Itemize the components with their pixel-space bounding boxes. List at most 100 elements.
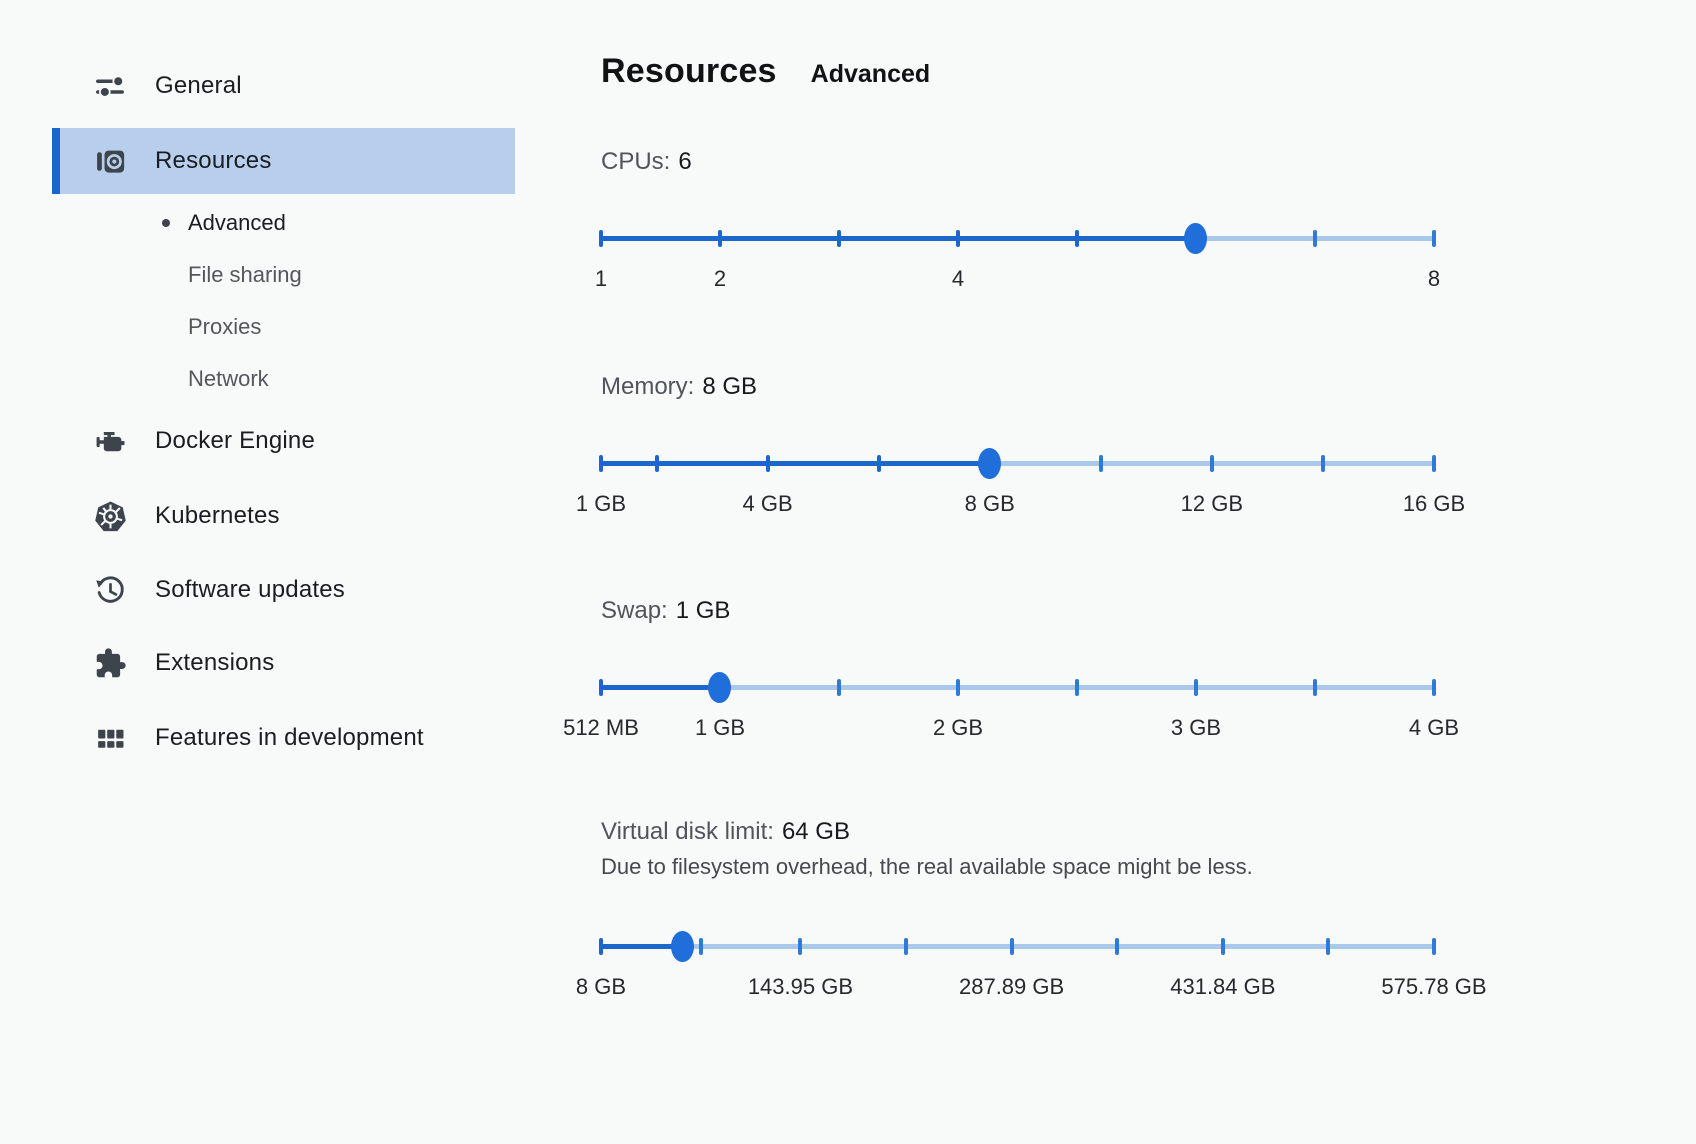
memory-section: Memory: 8 GB 1 GB 4 GB 8 GB 12 GB 16 GB <box>576 373 1501 533</box>
cpus-tick-label: 2 <box>713 266 727 291</box>
cpus-track-fill <box>601 236 1196 241</box>
virtual-disk-limit-tick <box>1326 938 1331 955</box>
memory-slider[interactable] <box>599 447 1436 481</box>
virtual-disk-limit-tick <box>1220 938 1225 955</box>
memory-tick-label: 16 GB <box>1402 491 1466 516</box>
cpus-slider[interactable] <box>599 222 1436 256</box>
memory-label-text: Memory: <box>601 373 695 400</box>
swap-slider[interactable] <box>599 671 1436 705</box>
virtual-disk-limit-tick-label: 575.78 GB <box>1381 974 1487 999</box>
memory-tick-label: 12 GB <box>1180 491 1244 516</box>
swap-track[interactable] <box>601 685 1434 690</box>
cpus-label-text: CPUs: <box>601 148 671 175</box>
cpus-tick <box>956 230 961 247</box>
memory-tick <box>1320 455 1325 472</box>
sidebar-item-label: Extensions <box>155 649 275 676</box>
sidebar-item-label: Docker Engine <box>155 427 316 454</box>
virtual-disk-limit-tick-labels: 8 GB 143.95 GB 287.89 GB 431.84 GB 575.78 GB <box>576 974 1487 1002</box>
swap-tick-labels: 512 MB 1 GB 2 GB 3 GB 4 GB <box>563 715 1459 743</box>
sidebar-subitem-label: Advanced <box>188 210 286 235</box>
virtual-disk-limit-tick-label: 8 GB <box>575 974 627 999</box>
memory-tick <box>1432 455 1436 472</box>
sidebar-item-features-in-development[interactable]: Features in development <box>52 707 515 769</box>
cpus-section: CPUs: 6 1 2 4 8 <box>595 148 1501 308</box>
sidebar-item-label: Resources <box>155 147 272 174</box>
virtual-disk-limit-slider[interactable] <box>599 930 1436 964</box>
cpus-tick-labels: 1 2 4 8 <box>595 266 1440 294</box>
virtual-disk-limit-label-text: Virtual disk limit: <box>601 818 774 845</box>
memory-tick-labels: 1 GB 4 GB 8 GB 12 GB 16 GB <box>576 491 1465 519</box>
memory-tick-label: 1 GB <box>575 491 627 516</box>
virtual-disk-limit-tick-label: 431.84 GB <box>1170 974 1276 999</box>
swap-tick <box>956 679 961 696</box>
virtual-disk-limit-thumb[interactable] <box>671 931 695 962</box>
swap-label-text: Swap: <box>601 597 668 624</box>
virtual-disk-limit-track[interactable] <box>601 944 1434 949</box>
sidebar-subitem-label: File sharing <box>188 262 302 287</box>
sidebar-subitem-file-sharing[interactable]: File sharing <box>52 258 515 292</box>
swap-tick <box>1432 679 1436 696</box>
memory-tick <box>765 455 770 472</box>
sidebar-subitem-advanced[interactable]: Advanced <box>52 206 515 240</box>
cpus-label: CPUs: 6 <box>601 148 692 176</box>
virtual-disk-limit-tick <box>599 938 603 955</box>
memory-label: Memory: 8 GB <box>601 373 757 401</box>
cpus-tick-label: 8 <box>1427 266 1441 291</box>
sidebar-item-software-updates[interactable]: Software updates <box>52 559 515 621</box>
sidebar-item-label: Kubernetes <box>155 502 280 529</box>
virtual-disk-limit-tick <box>798 938 803 955</box>
memory-track-fill <box>601 461 990 466</box>
cpus-tick <box>599 230 603 247</box>
swap-tick <box>836 679 841 696</box>
resources-icon <box>94 145 127 178</box>
puzzle-icon <box>94 647 127 680</box>
swap-tick-label: 512 MB <box>563 715 639 740</box>
active-bullet-icon <box>162 219 170 227</box>
memory-track[interactable] <box>601 461 1434 466</box>
memory-tick <box>876 455 881 472</box>
virtual-disk-limit-tick-label: 287.89 GB <box>958 974 1065 999</box>
cpus-thumb[interactable] <box>1184 223 1207 254</box>
memory-value: 8 GB <box>702 373 758 400</box>
swap-section: Swap: 1 GB 512 MB 1 GB 2 GB 3 GB 4 GB <box>563 597 1501 757</box>
virtual-disk-limit-tick <box>1432 938 1436 955</box>
memory-tick <box>599 455 603 472</box>
virtual-disk-limit-tick <box>904 938 909 955</box>
cpus-tick <box>1074 230 1079 247</box>
memory-tick-label: 4 GB <box>742 491 793 516</box>
history-icon <box>94 574 127 607</box>
kubernetes-icon <box>94 500 127 533</box>
swap-thumb[interactable] <box>708 672 732 703</box>
memory-tick <box>1209 455 1214 472</box>
engine-icon <box>94 425 127 458</box>
virtual-disk-limit-note: Due to filesystem overhead, the real ava… <box>601 854 1253 879</box>
virtual-disk-limit-tick <box>1115 938 1120 955</box>
swap-tick <box>1194 679 1198 696</box>
sidebar-subitem-proxies[interactable]: Proxies <box>52 310 515 344</box>
resources-advanced-panel: Resources Advanced CPUs: 6 1 2 4 8 Memory: 8 … <box>563 0 1601 1144</box>
cpus-tick <box>836 230 841 247</box>
virtual-disk-limit-tick-label: 143.95 GB <box>747 974 853 999</box>
settings-sidebar: General Resources Advanced File sharing … <box>0 0 540 1144</box>
swap-track-fill <box>601 685 721 690</box>
sidebar-item-kubernetes[interactable]: Kubernetes <box>52 485 515 547</box>
virtual-disk-limit-tick <box>698 938 703 955</box>
cpus-tick <box>1312 230 1317 247</box>
virtual-disk-limit-section: Virtual disk limit: 64 GB Due to filesyst… <box>576 818 1501 1018</box>
sidebar-item-resources[interactable]: Resources <box>52 128 515 194</box>
sidebar-subitem-label: Network <box>188 366 269 391</box>
sidebar-subitem-network[interactable]: Network <box>52 362 515 396</box>
sidebar-item-extensions[interactable]: Extensions <box>52 632 515 694</box>
memory-thumb[interactable] <box>977 448 1001 479</box>
tune-icon <box>94 70 127 103</box>
memory-tick <box>654 455 659 472</box>
sidebar-item-general[interactable]: General <box>52 55 515 117</box>
swap-tick-label: 3 GB <box>1170 715 1222 740</box>
swap-tick-label: 2 GB <box>932 715 984 740</box>
virtual-disk-limit-track-fill <box>601 944 684 949</box>
swap-value: 1 GB <box>675 597 731 624</box>
cpus-value: 6 <box>678 148 692 175</box>
sidebar-item-label: General <box>155 72 242 99</box>
virtual-disk-limit-value: 64 GB <box>781 818 850 845</box>
sidebar-item-docker-engine[interactable]: Docker Engine <box>52 410 515 472</box>
